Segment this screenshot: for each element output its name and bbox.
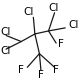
Text: Cl: Cl (1, 27, 11, 37)
Text: Cl: Cl (24, 7, 34, 17)
Text: Cl: Cl (1, 46, 11, 56)
Text: F: F (58, 39, 64, 49)
Text: F: F (53, 65, 59, 75)
Text: Cl: Cl (48, 3, 58, 13)
Text: F: F (18, 65, 23, 75)
Text: Cl: Cl (68, 20, 79, 30)
Text: F: F (38, 70, 44, 80)
